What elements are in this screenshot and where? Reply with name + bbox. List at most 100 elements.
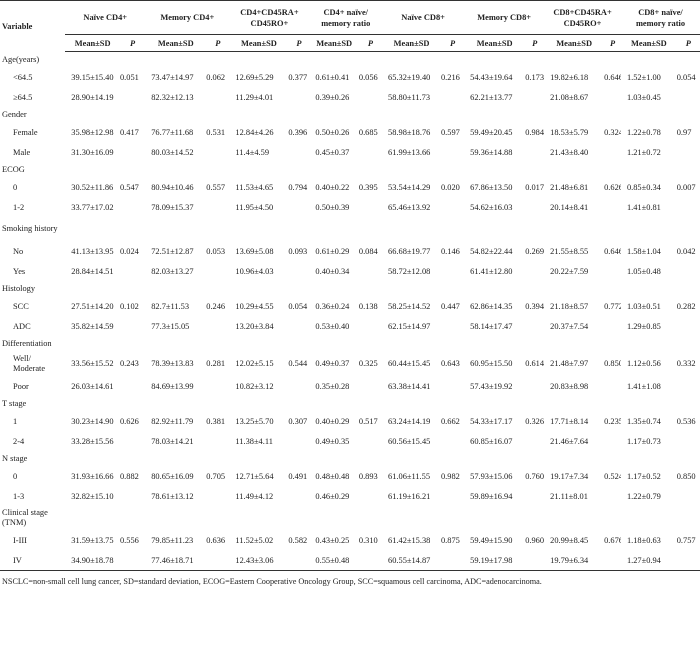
mean-sd-cell: 35.98±12.98 — [71, 127, 114, 137]
mean-sd-cell: 21.08±8.67 — [550, 92, 589, 102]
row-label: ADC — [13, 321, 31, 331]
mean-sd-cell: 66.68±19.77 — [388, 246, 431, 256]
p-value-cell: 0.017 — [525, 182, 545, 192]
p-value-cell — [525, 261, 544, 281]
mean-sd-header: Mean±SD — [309, 34, 359, 52]
mean-sd-cell: 59.49±20.45 — [470, 127, 513, 137]
row-label: Poor — [13, 381, 29, 391]
p-value-cell — [525, 197, 544, 217]
p-value-cell: 0.882 — [119, 471, 139, 481]
mean-sd-cell: 65.32±19.40 — [388, 72, 431, 82]
mean-sd-cell: 11.95±4.50 — [235, 202, 274, 212]
mean-sd-header: Mean±SD — [145, 34, 207, 52]
p-value-cell — [359, 142, 382, 162]
p-value-cell: 0.626 — [604, 182, 621, 192]
mean-sd-cell: 21.11±8.01 — [550, 491, 588, 501]
section-row: Histology — [0, 281, 700, 296]
mean-sd-cell: 21.48±7.97 — [550, 359, 589, 368]
p-value-cell — [288, 316, 309, 336]
section-row: Gender — [0, 107, 700, 122]
mean-sd-cell: 60.55±14.87 — [382, 550, 441, 571]
mean-sd-cell: 82.92±11.79 — [151, 416, 194, 426]
mean-sd-cell: 77.3±15.05 — [151, 321, 190, 331]
row-label: No — [13, 246, 24, 256]
row-label: Male — [13, 147, 31, 157]
mean-sd-cell: 61.41±12.80 — [470, 266, 513, 276]
mean-sd-cell: 60.56±15.45 — [388, 436, 431, 446]
row-label: 0 — [13, 471, 18, 481]
p-value-cell — [604, 197, 621, 217]
mean-sd-cell: 1.21±0.72 — [626, 147, 661, 157]
p-value-cell: 0.982 — [440, 471, 460, 481]
row-label: IV — [0, 550, 66, 571]
p-value-cell — [206, 316, 229, 336]
mean-sd-header: Mean±SD — [620, 34, 677, 52]
mean-sd-cell: 19.82±6.18 — [550, 72, 589, 82]
mean-sd-cell: 82.7±11.53 — [151, 301, 190, 311]
p-value-header: P — [119, 34, 146, 52]
mean-sd-cell: 61.99±13.66 — [388, 147, 431, 157]
row-label: ≥64.5 — [13, 92, 33, 102]
section-title: Clinical stage (TNM) — [2, 508, 48, 527]
p-value-cell — [288, 486, 309, 506]
p-value-cell — [288, 431, 309, 451]
mean-sd-cell: 60.44±15.45 — [388, 359, 431, 368]
p-value-cell: 0.524 — [604, 471, 621, 481]
table-row: Female 35.98±12.98 0.417 76.77±11.68 0.531 12… — [0, 122, 700, 142]
p-value-cell: 0.020 — [440, 182, 460, 192]
p-value-cell: 0.310 — [358, 535, 378, 545]
section-title: Gender — [2, 110, 27, 119]
p-value-cell: 0.646 — [604, 72, 621, 82]
p-value-cell: 0.597 — [440, 127, 460, 137]
mean-sd-cell: 0.49±0.37 — [315, 359, 350, 368]
mean-sd-cell: 0.48±0.48 — [315, 471, 350, 481]
mean-sd-cell: 1.58±1.04 — [626, 246, 661, 256]
p-value-cell: 0.054 — [288, 301, 308, 311]
mean-sd-cell: 0.43±0.25 — [315, 535, 350, 545]
p-value-cell — [359, 486, 382, 506]
p-value-header: P — [676, 34, 700, 52]
mean-sd-cell: 0.55±0.48 — [309, 550, 359, 571]
p-value-cell: 0.326 — [525, 416, 545, 426]
p-value-cell — [525, 486, 544, 506]
p-value-cell — [525, 87, 544, 107]
p-value-cell — [604, 261, 621, 281]
mean-sd-header: Mean±SD — [65, 34, 120, 52]
row-label: 0 — [13, 182, 18, 192]
p-value-cell: 0.536 — [676, 416, 696, 426]
section-filler — [65, 217, 700, 241]
p-value-cell: 0.396 — [288, 127, 308, 137]
p-value-cell — [119, 550, 146, 571]
p-value-cell — [441, 142, 464, 162]
row-label: 1 — [13, 416, 18, 426]
mean-sd-cell: 0.40±0.29 — [315, 416, 350, 426]
p-value-cell: 0.626 — [119, 416, 139, 426]
row-label: <64.5 — [13, 72, 33, 82]
row-label: Female — [13, 127, 38, 137]
p-value-cell — [604, 486, 621, 506]
p-value-cell: 0.269 — [525, 246, 545, 256]
mean-sd-cell: 30.23±14.90 — [71, 416, 114, 426]
mean-sd-cell: 11.4±4.59 — [235, 147, 270, 157]
section-row: T stage — [0, 396, 700, 411]
mean-sd-cell: 72.51±12.87 — [151, 246, 194, 256]
mean-sd-cell: 10.96±4.03 — [235, 266, 274, 276]
p-value-cell — [677, 87, 700, 107]
mean-sd-cell: 61.06±11.55 — [388, 471, 431, 481]
p-value-cell: 0.794 — [288, 182, 308, 192]
mean-sd-cell: 12.69±5.29 — [235, 72, 274, 82]
mean-sd-cell: 59.49±15.90 — [470, 535, 513, 545]
mean-sd-header: Mean±SD — [464, 34, 526, 52]
mean-sd-cell: 21.43±8.40 — [550, 147, 589, 157]
mean-sd-cell: 1.03±0.45 — [626, 92, 661, 102]
mean-sd-cell: 30.52±11.86 — [71, 182, 114, 192]
row-label: Well/ Moderate — [13, 353, 46, 373]
mean-sd-cell: 18.53±5.79 — [550, 127, 589, 137]
p-value-cell: 0.093 — [288, 246, 308, 256]
table-row: 0 31.93±16.66 0.882 80.65±16.09 0.705 12.71±5… — [0, 466, 700, 486]
p-value-cell: 0.705 — [206, 471, 226, 481]
p-value-cell: 0.685 — [358, 127, 378, 137]
mean-sd-cell: 62.21±13.77 — [470, 92, 513, 102]
p-value-cell: 0.447 — [440, 301, 460, 311]
p-value-cell — [206, 142, 229, 162]
